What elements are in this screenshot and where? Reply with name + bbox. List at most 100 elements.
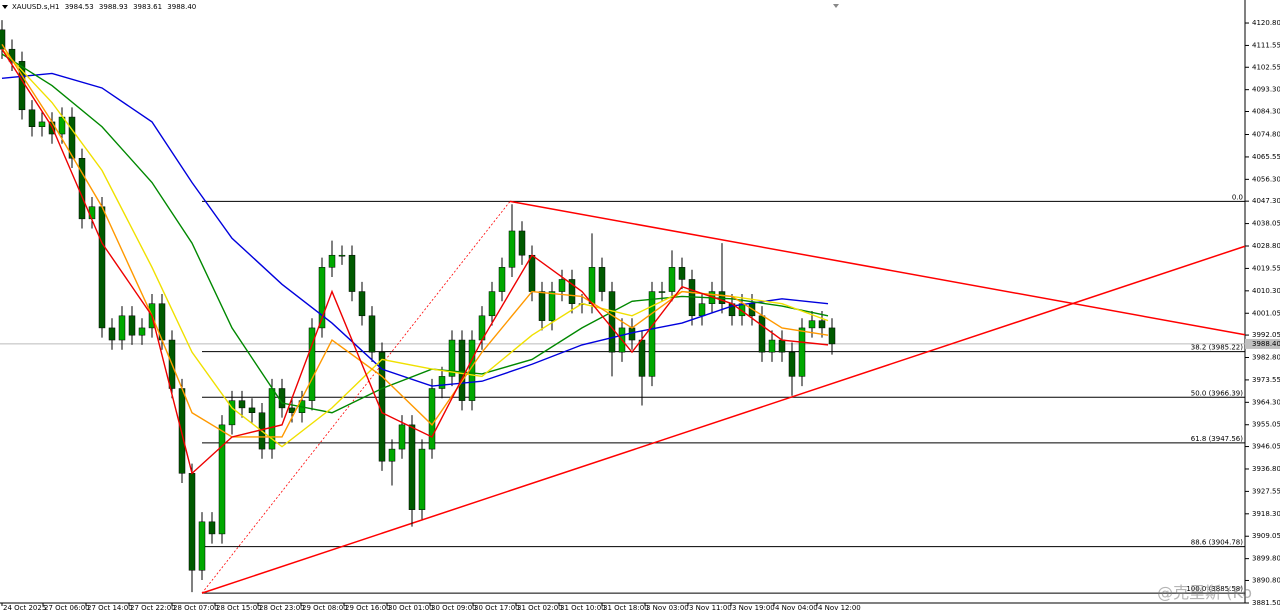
- y-tick-label: 3909.05: [1252, 532, 1280, 540]
- fib-label: 88.6 (3904.78): [1191, 539, 1243, 547]
- x-tick-label: 3 Nov 11:00: [689, 604, 732, 612]
- candle-body: [678, 267, 686, 280]
- x-tick-label: 31 Oct 18:00: [603, 604, 649, 612]
- y-tick-label: 4102.55: [1252, 63, 1280, 71]
- y-tick-label: 4001.05: [1252, 309, 1280, 317]
- candle-body: [438, 376, 446, 389]
- candle-body: [528, 254, 536, 292]
- candle-body: [458, 339, 466, 401]
- y-tick-label: 4038.05: [1252, 220, 1280, 228]
- x-tick-label: 4 Nov 12:00: [818, 604, 861, 612]
- candle-body: [658, 291, 666, 293]
- y-tick-label: 4084.30: [1252, 107, 1280, 115]
- candle-body: [248, 407, 256, 413]
- moving-average: [1, 48, 829, 475]
- y-tick-label: 3964.30: [1252, 398, 1280, 406]
- candle-body: [208, 521, 216, 535]
- y-tick-label: 4065.55: [1252, 153, 1280, 161]
- candle-body: [798, 327, 806, 377]
- moving-average: [1, 43, 829, 438]
- x-tick-label: 27 Oct 22:00: [130, 604, 176, 612]
- candle-body: [558, 279, 566, 292]
- candle-body: [408, 424, 416, 510]
- last-price-label: 3988.40: [1252, 340, 1280, 348]
- x-tick-label: 29 Oct 08:00: [302, 604, 348, 612]
- candle-body: [238, 400, 246, 409]
- x-tick-label: 31 Oct 02:00: [517, 604, 563, 612]
- candle-body: [788, 351, 796, 377]
- candle-body: [138, 327, 146, 336]
- candle-body: [388, 448, 396, 462]
- y-tick-label: 4120.80: [1252, 19, 1280, 27]
- window-arrow[interactable]: [833, 4, 839, 8]
- menu-arrow[interactable]: [2, 5, 8, 9]
- quote-high: 3988.93: [98, 3, 128, 11]
- fib-label: 61.8 (3947.56): [1191, 435, 1243, 443]
- fib-label: 0.0: [1232, 193, 1243, 201]
- candle-body: [88, 206, 96, 220]
- symbol: XAUUSD.s,H1: [12, 3, 60, 11]
- candle-body: [78, 158, 86, 220]
- candle-body: [488, 291, 496, 317]
- candle-body: [738, 303, 746, 317]
- fib-label: 38.2 (3985.22): [1191, 344, 1243, 352]
- y-tick-label: 3982.80: [1252, 353, 1280, 361]
- candle-body: [608, 291, 616, 353]
- y-tick-label: 4093.30: [1252, 86, 1280, 94]
- candle-body: [338, 254, 346, 257]
- moving-average: [1, 53, 829, 414]
- x-tick-label: 24 Oct 2025: [3, 604, 46, 612]
- x-tick-label: 28 Oct 23:00: [259, 604, 305, 612]
- y-tick-label: 3936.80: [1252, 465, 1280, 473]
- candle-body: [218, 424, 226, 535]
- candle-body: [368, 315, 376, 353]
- trendline: [201, 245, 1246, 594]
- x-tick-label: 27 Oct 14:00: [87, 604, 133, 612]
- y-tick-label: 3927.55: [1252, 487, 1280, 495]
- y-tick-label: 3946.05: [1252, 443, 1280, 451]
- fib-label: 50.0 (3966.39): [1191, 389, 1243, 397]
- x-tick-label: 28 Oct 15:00: [216, 604, 262, 612]
- candle-body: [118, 315, 126, 341]
- quote-low: 3983.61: [133, 3, 163, 11]
- candle-body: [648, 291, 656, 377]
- y-tick-label: 4047.30: [1252, 197, 1280, 205]
- candle-body: [128, 315, 136, 336]
- quote-open: 3984.53: [64, 3, 94, 11]
- candle-body: [448, 339, 456, 377]
- candle-body: [68, 116, 76, 159]
- y-tick-label: 4019.55: [1252, 264, 1280, 272]
- candle-body: [498, 267, 506, 292]
- candle-body: [38, 121, 46, 128]
- y-tick-label: 3955.05: [1252, 421, 1280, 429]
- candle-body: [178, 388, 186, 474]
- candle-body: [758, 315, 766, 353]
- candle-body: [418, 448, 426, 510]
- candle-body: [548, 291, 556, 321]
- candle-body: [638, 339, 646, 377]
- candle-body: [698, 303, 706, 317]
- x-tick-label: 30 Oct 01:00: [388, 604, 434, 612]
- candle-body: [108, 327, 116, 341]
- x-tick-label: 31 Oct 10:00: [560, 604, 606, 612]
- candle-body: [428, 388, 436, 450]
- candle-body: [828, 327, 836, 345]
- last-price-box: [1245, 338, 1280, 349]
- candle-body: [358, 291, 366, 317]
- y-tick-label: 3918.30: [1252, 510, 1280, 518]
- candle-body: [768, 339, 776, 353]
- candle-body: [308, 327, 316, 401]
- candle-body: [398, 424, 406, 450]
- trendline: [201, 201, 511, 594]
- plot-area: 0.0 38.2 (3985.22) 50.0 (3966.39) 61.8 (394…: [0, 20, 1246, 594]
- candle-body: [228, 400, 236, 426]
- chart-header: XAUUSD.s,H1 3984.53 3988.93 3983.61 3988…: [12, 3, 199, 11]
- x-tick-label: 29 Oct 16:00: [345, 604, 391, 612]
- candle-body: [538, 291, 546, 321]
- y-tick-label: 3881.50: [1252, 599, 1280, 607]
- y-tick-label: 4028.80: [1252, 242, 1280, 250]
- candle-body: [348, 254, 356, 292]
- candle-body: [518, 230, 526, 256]
